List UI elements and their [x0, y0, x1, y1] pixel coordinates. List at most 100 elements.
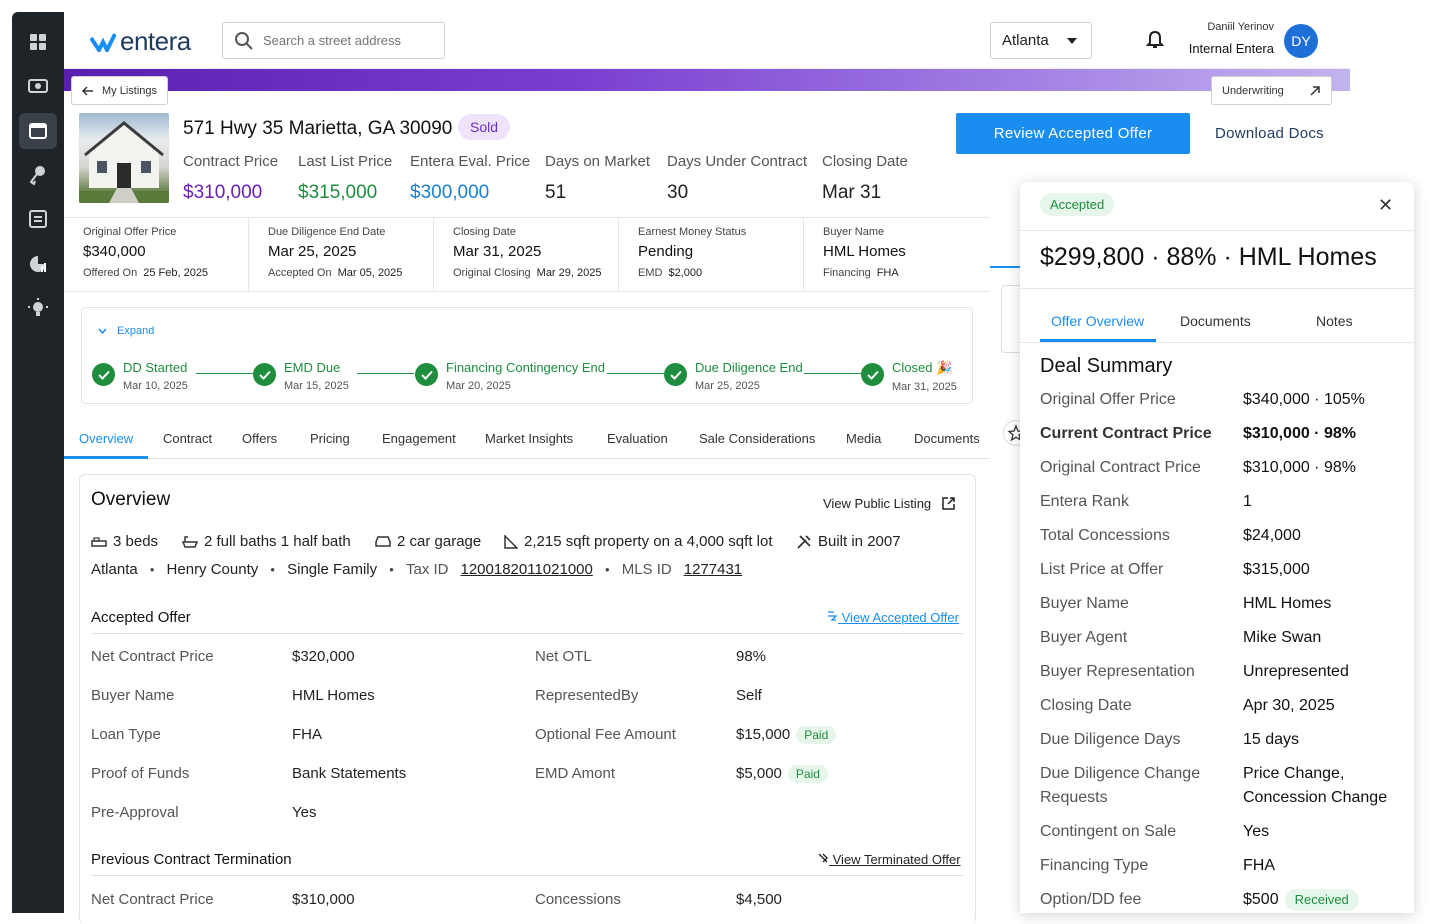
tab-sale-considerations[interactable]: Sale Considerations — [699, 431, 816, 446]
document-icon[interactable] — [19, 201, 57, 237]
search-icon — [235, 31, 253, 50]
tab-notes[interactable]: Notes — [1316, 313, 1353, 329]
search-input[interactable] — [263, 33, 433, 48]
download-docs-button[interactable]: Download Docs — [1215, 125, 1324, 142]
date-value: HML Homes — [823, 243, 906, 260]
row-value: $5,000 — [736, 765, 782, 782]
tax-id-link[interactable]: 1200182011021000 — [460, 561, 593, 578]
tab-engagement[interactable]: Engagement — [382, 431, 456, 446]
entera-logo[interactable]: entera — [90, 26, 191, 57]
divider — [1020, 230, 1414, 231]
row-value: $4,500 — [736, 891, 782, 908]
mls-id-link[interactable]: 1277431 — [683, 561, 743, 578]
close-icon[interactable]: ✕ — [1378, 195, 1394, 215]
tab-evaluation[interactable]: Evaluation — [607, 431, 668, 446]
analytics-icon[interactable] — [19, 246, 57, 282]
back-to-listings-button[interactable]: My Listings — [71, 76, 169, 105]
date-sub: EMD $2,000 — [638, 267, 803, 279]
view-accepted-offer-link[interactable]: View Accepted Offer — [826, 610, 959, 625]
car-icon — [375, 536, 391, 547]
stat-closing-date: Closing Date Mar 31 — [822, 153, 908, 204]
accepted-offer-heading: Accepted Offer — [91, 609, 191, 626]
underwriting-label: Underwriting — [1222, 84, 1284, 97]
tab-offer-overview[interactable]: Offer Overview — [1051, 313, 1145, 329]
row-value-group: $5,000 Paid — [736, 765, 828, 783]
entera-logo-icon — [90, 32, 116, 52]
meta-separator: ● — [604, 565, 610, 574]
dashboard-icon[interactable] — [19, 24, 57, 60]
review-accepted-offer-button[interactable]: Review Accepted Offer — [956, 113, 1190, 154]
tab-market-insights[interactable]: Market Insights — [485, 431, 574, 446]
tab-media[interactable]: Media — [846, 431, 882, 446]
underwriting-button[interactable]: Underwriting — [1211, 76, 1332, 105]
feature-garage: 2 car garage — [375, 533, 481, 550]
key-icon[interactable] — [19, 157, 57, 193]
property-photo[interactable] — [79, 113, 169, 203]
listings-icon[interactable] — [19, 113, 57, 149]
row-label: Due Diligence Days — [1040, 731, 1181, 748]
tab-offers[interactable]: Offers — [242, 431, 278, 446]
view-terminated-label: View Terminated Offer — [832, 852, 961, 867]
stat-label: Closing Date — [822, 153, 908, 170]
property-meta: Atlanta ● Henry County ● Single Family ● Ta… — [91, 561, 742, 578]
view-accepted-label: View Accepted Offer — [841, 610, 959, 625]
lightbulb-icon[interactable] — [19, 290, 57, 326]
row-label: Due Diligence Change Requests — [1040, 765, 1201, 806]
expand-toggle[interactable]: Expand — [98, 325, 154, 337]
feature-text: 2 full baths 1 half bath — [204, 533, 351, 550]
avatar[interactable]: DY — [1284, 24, 1318, 58]
tab-documents[interactable]: Documents — [1180, 313, 1251, 329]
stat-last-list-price: Last List Price $315,000 — [298, 153, 392, 204]
tab-contract[interactable]: Contract — [163, 431, 213, 446]
row-value: Yes — [1243, 823, 1270, 840]
chevron-down-icon — [98, 328, 107, 334]
user-role: Internal Entera — [1188, 41, 1274, 56]
view-terminated-offer-link[interactable]: View Terminated Offer — [817, 852, 961, 867]
milestone-date: Mar 15, 2025 — [284, 380, 349, 392]
view-public-label: View Public Listing — [823, 496, 932, 511]
date-sub-label: EMD — [638, 267, 663, 279]
row-value: $24,000 — [1243, 527, 1301, 544]
user-info[interactable]: Daniil Yerinov Internal Entera — [1174, 21, 1274, 56]
paid-badge: Paid — [796, 726, 837, 744]
row-label: Original Contract Price — [1040, 459, 1201, 476]
row-label: Loan Type — [91, 726, 161, 743]
row-value-group: $500 Received — [1243, 888, 1403, 912]
search-box[interactable] — [222, 22, 445, 59]
bed-icon — [91, 536, 107, 547]
tab-overview[interactable]: Overview — [79, 431, 134, 446]
check-icon — [664, 363, 687, 386]
date-sub-label: Original Closing — [453, 267, 531, 279]
date-value: Mar 31, 2025 — [453, 243, 542, 260]
bell-icon[interactable] — [1145, 30, 1165, 55]
view-public-listing-link[interactable]: View Public Listing — [823, 496, 956, 511]
row-label: EMD Amont — [535, 765, 616, 782]
user-name: Daniil Yerinov — [1207, 21, 1274, 33]
tab-pricing[interactable]: Pricing — [310, 431, 350, 446]
row-label: Contingent on Sale — [1040, 823, 1177, 840]
row-value: $15,000 — [736, 726, 791, 743]
meta-separator: ● — [149, 565, 155, 574]
money-icon[interactable] — [19, 68, 57, 104]
row-label: Pre-Approval — [91, 804, 179, 821]
milestone-connector — [804, 373, 861, 374]
meta-type: Single Family — [287, 561, 378, 578]
date-value: Pending — [638, 243, 694, 260]
stat-value: Mar 31 — [822, 182, 882, 203]
date-sub: Offered On 25 Feb, 2025 — [83, 267, 248, 279]
tab-documents[interactable]: Documents — [914, 431, 980, 446]
milestone-name: Financing Contingency End — [446, 360, 605, 375]
row-value: HML Homes — [292, 687, 375, 704]
row-value: $310,000 · 98% — [1243, 425, 1356, 442]
paid-badge: Paid — [787, 765, 828, 783]
milestone-date: Mar 31, 2025 — [892, 381, 957, 393]
milestone-date: Mar 20, 2025 — [446, 380, 511, 392]
row-label: Proof of Funds — [91, 765, 190, 782]
date-sub-value: FHA — [876, 267, 899, 279]
city-select[interactable]: Atlanta — [990, 22, 1092, 59]
milestone-name: Closed 🎉 — [892, 360, 953, 375]
active-tab-underline — [64, 456, 148, 459]
row-label: Buyer Representation — [1040, 663, 1195, 680]
feature-built: Built in 2007 — [796, 533, 901, 550]
milestone-name: DD Started — [123, 360, 188, 375]
